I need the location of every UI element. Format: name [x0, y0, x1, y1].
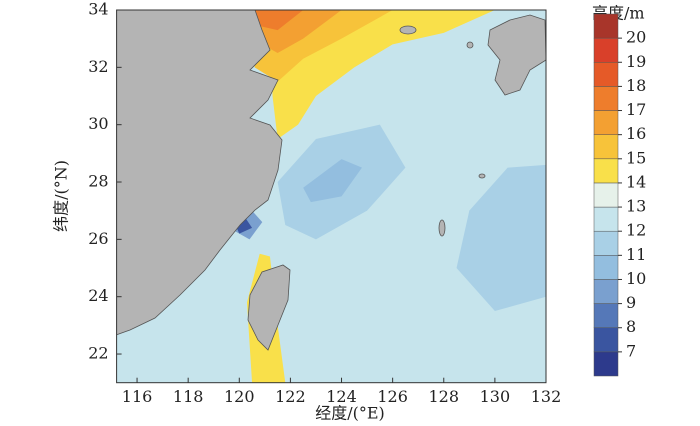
plot-frame [116, 9, 547, 384]
colorbar-box [593, 279, 619, 304]
y-tick-label: 24 [88, 286, 108, 305]
colorbar-tick-label: 7 [626, 341, 636, 360]
colorbar-tick-label: 14 [626, 172, 646, 191]
colorbar-box [593, 13, 619, 39]
colorbar-box [593, 158, 619, 184]
colorbar-tick-label: 8 [626, 317, 636, 336]
colorbar-tick-label: 9 [626, 293, 636, 312]
colorbar-tick-label: 15 [626, 148, 646, 167]
colorbar-tick-label: 12 [626, 221, 646, 240]
x-tick-label: 122 [275, 387, 306, 406]
colorbar-tick-label: 17 [626, 100, 646, 119]
contour-region [252, 10, 304, 31]
contour-region [303, 159, 362, 203]
colorbar-box [593, 230, 619, 256]
colorbar-box [593, 37, 619, 63]
colorbar-box [593, 327, 619, 353]
x-tick-label: 118 [173, 387, 204, 406]
colorbar-tick-label: 10 [626, 269, 646, 288]
y-tick-label: 22 [88, 344, 108, 363]
contour-region [456, 164, 546, 312]
y-tick-label: 34 [88, 0, 108, 19]
colorbar-box [593, 110, 619, 135]
x-tick-label: 130 [480, 387, 511, 406]
colorbar-tick-label: 19 [626, 52, 646, 71]
y-tick-label: 30 [88, 114, 108, 133]
island [466, 41, 474, 49]
colorbar-tick-label: 20 [626, 28, 646, 47]
colorbar-box [593, 206, 619, 232]
land [116, 10, 546, 351]
colorbar-box [593, 62, 619, 87]
colorbar-box [593, 86, 619, 111]
colorbar-tick-label: 18 [626, 76, 646, 95]
taiwan [247, 264, 291, 351]
y-axis-label: 纬度/(°N) [52, 160, 71, 232]
colorbar-box [593, 255, 619, 280]
colorbar-box [593, 134, 619, 160]
x-tick-label: 124 [326, 387, 357, 406]
y-tick-label: 28 [88, 172, 108, 191]
x-tick-label: 116 [122, 387, 153, 406]
island [399, 25, 417, 35]
colorbar-tick-label: 13 [626, 197, 646, 216]
island [478, 173, 486, 179]
x-tick-label: 128 [428, 387, 459, 406]
mainland [116, 10, 283, 336]
colorbar-tick-label: 11 [626, 245, 646, 264]
y-tick-label: 26 [88, 229, 108, 248]
colorbar-tick-label: 16 [626, 124, 646, 143]
colorbar-box [593, 351, 619, 377]
y-tick-label: 32 [88, 57, 108, 76]
colorbar-box [593, 303, 619, 328]
x-tick-label: 132 [531, 387, 562, 406]
japan [487, 14, 546, 96]
colorbar-box [593, 182, 619, 208]
island [438, 219, 446, 237]
x-tick-label: 126 [377, 387, 408, 406]
x-axis-label: 经度/(°E) [315, 404, 385, 423]
x-tick-label: 120 [224, 387, 255, 406]
